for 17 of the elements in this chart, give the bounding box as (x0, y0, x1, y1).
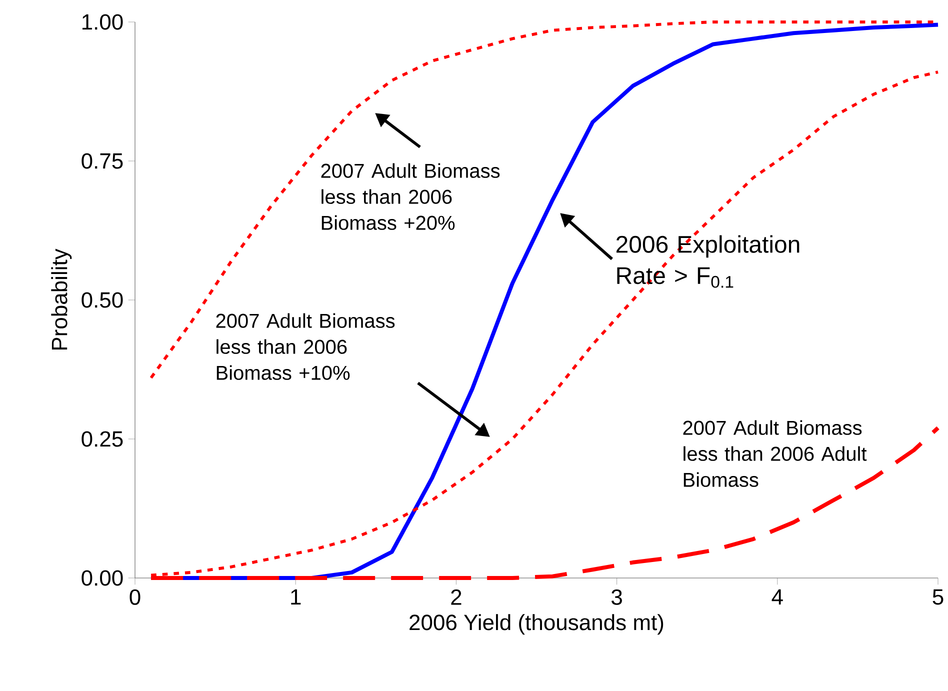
x-tick-label: 3 (612, 589, 622, 605)
y-tick-label: 0.25 (82, 431, 123, 447)
annotation: 2007 Adult Biomass less than 2006 Biomass +10% (216, 313, 395, 380)
annotation: 2007 Adult Biomass less than 2006 Adult Biomass (683, 420, 867, 487)
annotation: 2006 Exploitation Rate > F$_{0.1}$ (616, 235, 800, 288)
x-tick-label: 0 (130, 589, 140, 605)
y-tick-label: 1.00 (82, 14, 123, 30)
x-axis-title: 2006 Yield (thousands mt) (410, 614, 664, 635)
y-tick-label: 0.00 (82, 570, 123, 586)
annotation: 2007 Adult Biomass less than 2006 Biomass +20% (321, 163, 500, 230)
x-tick-label: 1 (291, 589, 301, 604)
x-tick-label: 5 (932, 589, 944, 605)
y-tick-label: 0.50 (82, 292, 123, 308)
y-tick-label: 0.75 (82, 153, 123, 169)
y-axis-title: Probability (51, 248, 72, 350)
x-tick-label: 2 (451, 589, 462, 605)
x-tick-label: 4 (772, 589, 783, 604)
